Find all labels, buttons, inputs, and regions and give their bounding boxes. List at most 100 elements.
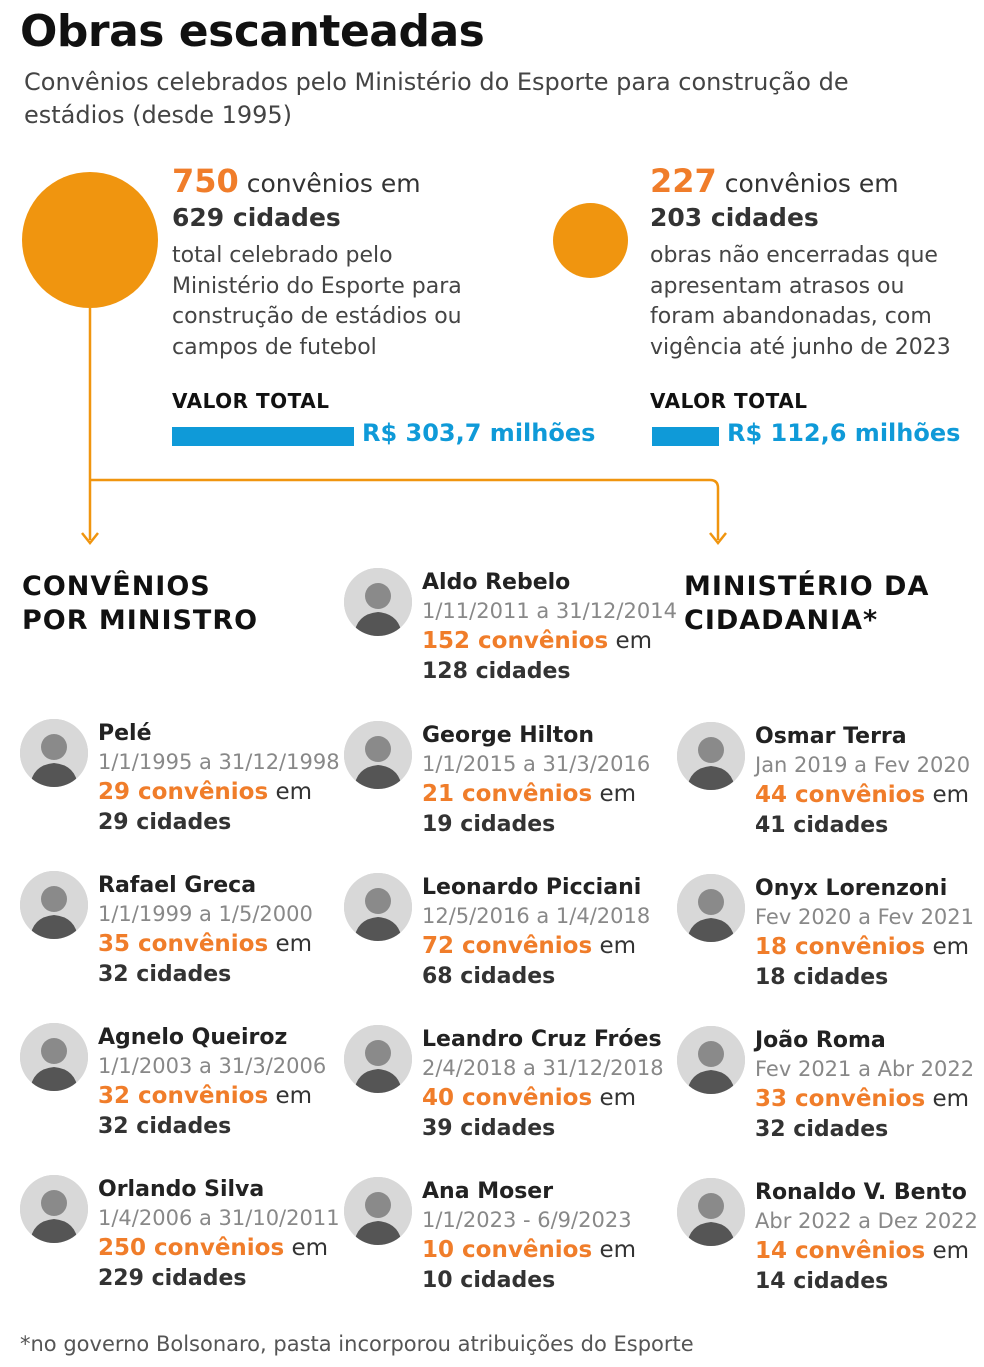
minister-cidades: 32 cidades: [98, 962, 232, 987]
minister-convenios: 33 convênios em: [755, 1086, 970, 1112]
total-number: 750: [172, 162, 239, 200]
minister-card: Pelé 1/1/1995 a 31/12/1998 29 convênios em…: [20, 719, 340, 844]
minister-convenios: 40 convênios em: [422, 1085, 637, 1111]
minister-convenios: 35 convênios em: [98, 931, 313, 957]
minister-photo: [20, 871, 88, 939]
minister-cidades: 14 cidades: [755, 1269, 889, 1294]
minister-period: 1/1/2023 - 6/9/2023: [422, 1208, 632, 1232]
minister-convenios: 29 convênios em: [98, 779, 313, 805]
minister-period: Jan 2019 a Fev 2020: [755, 753, 971, 777]
minister-photo: [344, 1177, 412, 1245]
minister-card: Orlando Silva 1/4/2006 a 31/10/2011 250 co…: [20, 1175, 340, 1300]
total-cities: 629 cidades: [172, 203, 341, 232]
minister-convenios: 14 convênios em: [755, 1238, 970, 1264]
minister-name: Osmar Terra: [755, 724, 907, 749]
minister-name: Ronaldo V. Bento: [755, 1180, 967, 1205]
unfinished-valor: R$ 112,6 milhões: [727, 419, 961, 447]
total-description: total celebrado pelo Ministério do Espor…: [172, 243, 462, 360]
minister-name: George Hilton: [422, 723, 595, 748]
minister-photo: [20, 1023, 88, 1091]
minister-name: João Roma: [755, 1028, 886, 1053]
unfinished-suffix: convênios em: [724, 169, 899, 198]
minister-name: Pelé: [98, 721, 152, 746]
minister-cidades: 128 cidades: [422, 659, 571, 684]
minister-cidades: 32 cidades: [755, 1117, 889, 1142]
minister-convenios: 32 convênios em: [98, 1083, 313, 1109]
minister-name: Leonardo Picciani: [422, 875, 642, 900]
total-valor: R$ 303,7 milhões: [362, 419, 596, 447]
minister-cidades: 39 cidades: [422, 1116, 556, 1141]
minister-convenios: 72 convênios em: [422, 933, 637, 959]
minister-card: Aldo Rebelo 1/11/2011 a 31/12/2014 152 con…: [344, 568, 677, 693]
minister-card: George Hilton 1/1/2015 a 31/3/2016 21 conv…: [344, 721, 664, 846]
arrow-right-icon: [709, 532, 727, 546]
total-suffix: convênios em: [246, 169, 421, 198]
minister-cidades: 18 cidades: [755, 965, 889, 990]
minister-cidades: 10 cidades: [422, 1268, 556, 1293]
minister-name: Ana Moser: [422, 1179, 554, 1204]
arrow-left-icon: [81, 532, 99, 546]
minister-cidades: 19 cidades: [422, 812, 556, 837]
minister-card: Leandro Cruz Fróes 2/4/2018 a 31/12/2018 4…: [344, 1025, 664, 1150]
minister-cidades: 29 cidades: [98, 810, 232, 835]
minister-card: Osmar Terra Jan 2019 a Fev 2020 44 convêni…: [677, 722, 977, 847]
section-ministros: CONVÊNIOS POR MINISTRO: [22, 571, 259, 636]
minister-photo: [677, 1026, 745, 1094]
minister-convenios: 18 convênios em: [755, 934, 970, 960]
minister-photo: [677, 722, 745, 790]
unfinished-circle: [553, 203, 628, 278]
minister-name: Orlando Silva: [98, 1177, 265, 1202]
minister-card: Ronaldo V. Bento Abr 2022 a Dez 2022 14 co…: [677, 1178, 978, 1303]
minister-card: Leonardo Picciani 12/5/2016 a 1/4/2018 72 …: [344, 873, 664, 998]
minister-photo: [344, 873, 412, 941]
minister-period: Fev 2021 a Abr 2022: [755, 1057, 975, 1081]
total-circle: [22, 172, 158, 308]
minister-period: Abr 2022 a Dez 2022: [755, 1209, 978, 1233]
minister-name: Leandro Cruz Fróes: [422, 1027, 662, 1052]
minister-cidades: 41 cidades: [755, 813, 889, 838]
minister-card: Agnelo Queiroz 1/1/2003 a 31/3/2006 32 con…: [20, 1023, 340, 1148]
section-cidadania: MINISTÉRIO DA CIDADANIA*: [684, 571, 930, 636]
minister-period: 12/5/2016 a 1/4/2018: [422, 904, 651, 928]
minister-period: 1/1/1995 a 31/12/1998: [98, 750, 340, 774]
connector-lines: [81, 308, 727, 546]
minister-photo: [344, 568, 412, 636]
unfinished-description: obras não encerradas que apresentam atra…: [650, 243, 951, 360]
unfinished-valor-bar: [652, 427, 719, 446]
unfinished-valor-label: VALOR TOTAL: [650, 389, 808, 413]
minister-card: Rafael Greca 1/1/1999 a 1/5/2000 35 convên…: [20, 871, 340, 996]
minister-period: 2/4/2018 a 31/12/2018: [422, 1056, 664, 1080]
minister-name: Aldo Rebelo: [422, 570, 571, 595]
total-valor-label: VALOR TOTAL: [172, 389, 330, 413]
unfinished-number: 227: [650, 162, 717, 200]
minister-cidades: 229 cidades: [98, 1266, 247, 1291]
minister-period: 1/1/2015 a 31/3/2016: [422, 752, 651, 776]
minister-convenios: 21 convênios em: [422, 781, 637, 807]
unfinished-stat: 227 convênios em 203 cidades obras não e…: [650, 164, 970, 363]
minister-convenios: 10 convênios em: [422, 1237, 637, 1263]
total-stat: 750 convênios em 629 cidades total celeb…: [172, 164, 612, 363]
minister-period: Fev 2020 a Fev 2021: [755, 905, 975, 929]
minister-name: Rafael Greca: [98, 873, 257, 898]
minister-photo: [344, 721, 412, 789]
minister-photo: [677, 874, 745, 942]
page-subtitle: Convênios celebrados pelo Ministério do …: [24, 68, 849, 129]
minister-convenios: 250 convênios em: [98, 1235, 329, 1261]
minister-cidades: 32 cidades: [98, 1114, 232, 1139]
total-valor-bar: [172, 427, 354, 446]
minister-name: Onyx Lorenzoni: [755, 876, 948, 901]
minister-period: 1/4/2006 a 31/10/2011: [98, 1206, 340, 1230]
minister-period: 1/11/2011 a 31/12/2014: [422, 599, 677, 623]
minister-period: 1/1/2003 a 31/3/2006: [98, 1054, 327, 1078]
minister-card: Onyx Lorenzoni Fev 2020 a Fev 2021 18 conv…: [677, 874, 977, 999]
minister-card: Ana Moser 1/1/2023 - 6/9/2023 10 convênios…: [344, 1177, 664, 1302]
minister-card: João Roma Fev 2021 a Abr 2022 33 convênios…: [677, 1026, 977, 1151]
minister-name: Agnelo Queiroz: [98, 1025, 288, 1050]
page-title: Obras escanteadas: [20, 6, 485, 57]
unfinished-cities: 203 cidades: [650, 203, 819, 232]
minister-convenios: 44 convênios em: [755, 782, 970, 808]
minister-photo: [677, 1178, 745, 1246]
minister-cidades: 68 cidades: [422, 964, 556, 989]
footnote: *no governo Bolsonaro, pasta incorporou …: [20, 1332, 694, 1356]
minister-photo: [20, 1175, 88, 1243]
